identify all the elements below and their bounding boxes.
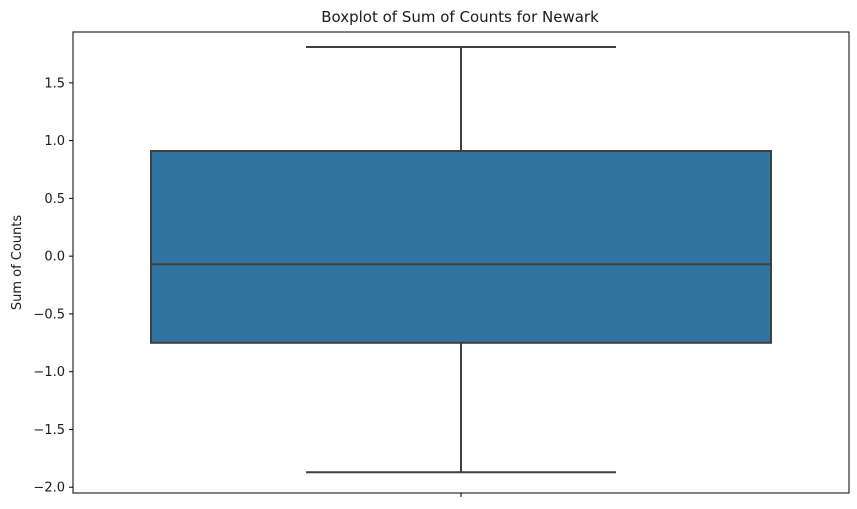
y-tick-label: 0.5 [44, 192, 65, 207]
y-tick-label: 1.5 [44, 76, 65, 91]
y-tick-label: −2.0 [33, 481, 65, 496]
y-axis-title: Sum of Counts [10, 215, 25, 311]
y-tick-label: 0.0 [44, 250, 65, 265]
plot-area: −2.0 −1.5 −1.0 −0.5 0.0 0.5 1.0 1.5 [33, 31, 850, 497]
iqr-box [150, 150, 772, 344]
y-tick-label: −1.5 [33, 423, 65, 438]
y-tick-label: 1.0 [44, 134, 65, 149]
y-tick-label: −0.5 [33, 307, 65, 322]
chart-title: Boxplot of Sum of Counts for Newark [321, 8, 599, 26]
y-tick-label: −1.0 [33, 365, 65, 380]
